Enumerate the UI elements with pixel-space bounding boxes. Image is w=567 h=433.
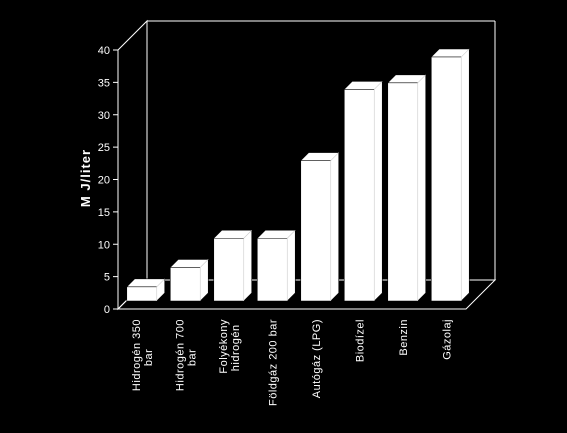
y-axis: 0 5 10 15 20 25 30 35 40 [98,45,118,316]
bar [126,278,166,302]
y-tick-label: 40 [98,45,110,57]
x-tick-label: Autógáz (LPG) [311,319,323,398]
bar [256,229,296,302]
left-wall [117,19,148,311]
bar [213,229,253,302]
y-tick-label: 35 [98,77,110,89]
x-tick-label: Folyékonyhidrogén [218,319,242,374]
x-tick-label: Földgáz 200 bar [267,319,279,406]
x-tick-label: Benzin [398,319,410,356]
x-axis-labels: Hidrogén 350bar Hidrogén 700bar Folyékonyh… [131,319,454,406]
bar [343,81,383,302]
x-tick-label: Hidrogén 700bar [174,319,198,391]
y-tick-label: 10 [98,239,110,251]
bar [169,259,209,302]
x-tick-label: Hidrogén 350bar [131,319,155,391]
y-tick-label: 15 [98,207,110,219]
y-tick-label: 30 [98,110,110,122]
y-tick-label: 25 [98,142,110,154]
y-axis-label: M J/liter [78,149,93,207]
bar [300,152,340,302]
y-tick-label: 5 [104,272,110,284]
y-tick-label: 0 [104,304,110,316]
x-tick-label: Gázolaj [441,319,453,360]
x-tick-label: Biodízel [354,319,366,362]
bars [126,48,470,302]
y-tick-label: 20 [98,175,110,187]
bar [387,74,427,302]
bar [430,48,470,302]
